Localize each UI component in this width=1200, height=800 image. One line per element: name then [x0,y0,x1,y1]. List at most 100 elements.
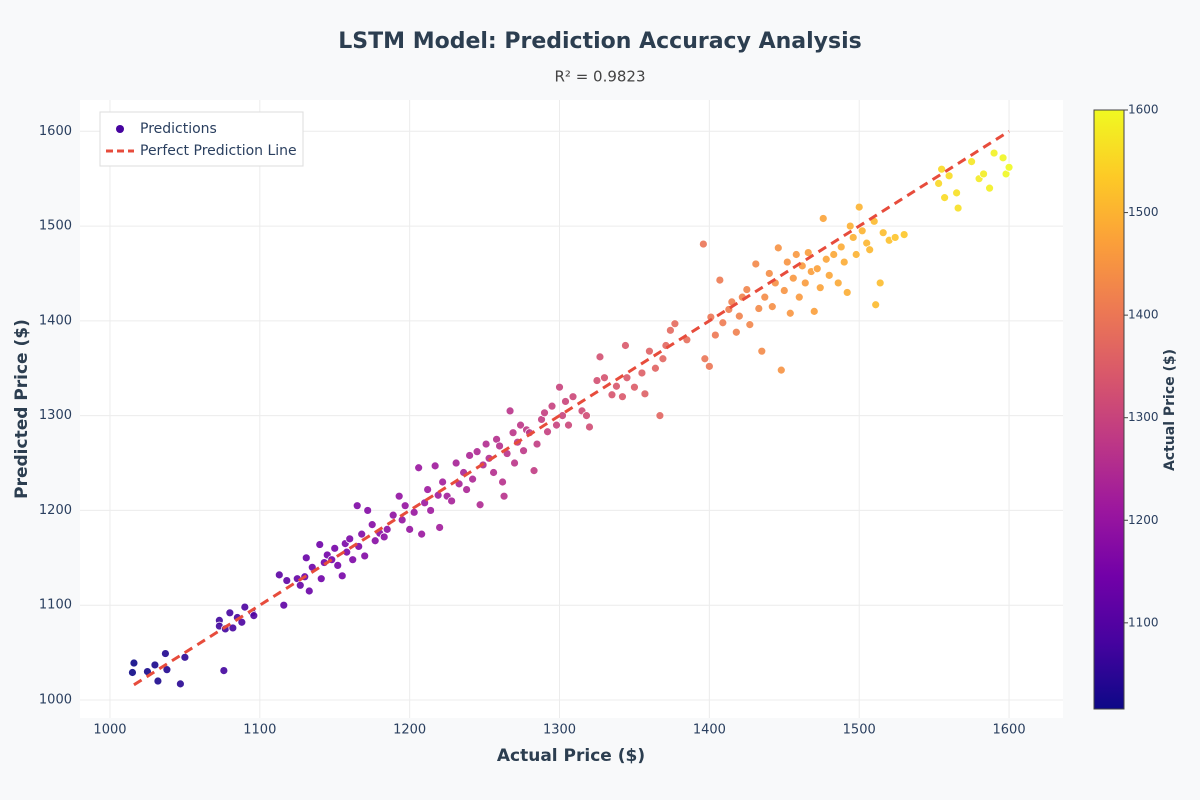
y-tick-label: 1100 [39,598,72,613]
scatter-point [462,485,472,494]
scatter-point [899,230,909,239]
scatter-point [782,257,792,267]
scatter-point [655,411,665,421]
reference-line [133,130,1010,687]
scatter-point [865,245,875,255]
scatter-point [809,306,819,316]
scatter-point [836,242,846,252]
scatter-point [791,250,801,259]
scatter-point [940,193,950,203]
scatter-point [848,233,858,242]
x-axis-title: Actual Price ($) [497,746,645,766]
scatter-point [824,270,834,280]
x-tick-label: 1500 [843,723,876,738]
x-tick-label: 1400 [693,723,726,738]
scatter-point [379,532,389,542]
scatter-point [585,422,594,432]
scatter-point [337,571,347,581]
scatter-point [745,320,755,330]
scatter-point [812,264,822,274]
scatter-point [890,233,900,242]
scatter-point [785,308,795,318]
scatter-point [153,676,163,686]
scatter-point [175,679,185,689]
scatter-point [333,560,343,570]
scatter-point [295,580,305,590]
scatter-point [833,278,843,288]
scatter-point [423,485,433,494]
legend-label: Predictions [140,121,217,137]
scatter-point [871,300,881,310]
scatter-point [495,441,504,451]
scatter-point [794,292,804,302]
y-tick-label: 1200 [39,503,72,518]
scatter-point [776,365,786,375]
scatter-point [348,555,358,565]
scatter-point [592,376,602,385]
colorbar-tick-label: 1200 [1128,513,1159,527]
scatter-point [698,239,708,249]
colorbar [1093,109,1125,710]
scatter-point [128,668,137,677]
scatter-point [967,157,976,167]
scatter-point [516,420,525,430]
scatter-point [555,382,564,392]
scatter-point [851,250,861,259]
scatter-point [547,401,557,411]
scatter-point [710,330,720,340]
scatter-point [734,311,744,321]
scatter-point [499,491,509,501]
scatter-point [435,523,445,532]
scatter-point [953,203,963,213]
scatter-point [985,183,994,193]
legend-label: Perfect Prediction Line [140,143,297,159]
scatter-point [150,660,160,670]
scatter-point [367,520,377,530]
scatter-point [875,278,885,288]
scatter-point [360,551,370,561]
scatter-point [529,466,539,476]
scatter-point [510,458,519,468]
scatter-point [618,392,627,402]
scatter-point [839,257,849,267]
scatter-point [430,461,440,471]
scatter-point [161,649,170,658]
scatter-point [715,275,725,285]
scatter-point [704,361,714,371]
scatter-point [595,352,605,362]
y-tick-label: 1300 [39,408,72,423]
scatter-point [481,439,491,449]
scatter-point [394,491,404,501]
scatter-point [498,477,507,487]
scatter-point [754,304,764,313]
scatter-point [568,392,578,402]
scatter-point [274,570,284,580]
scatter-point [249,611,259,621]
scatter-point [129,658,139,668]
scatter-point [622,373,632,383]
scatter-point [409,507,419,517]
scatter-point [815,283,825,293]
scatter-point [489,468,498,477]
y-tick-label: 1600 [39,124,72,139]
scatter-point [944,171,954,181]
scatter-point [1004,162,1014,172]
scatter-point [519,446,528,456]
chart-subtitle: R² = 0.9823 [554,68,645,86]
scatter-point [438,477,448,487]
scatter-point [630,382,639,392]
y-axis-title: Predicted Price ($) [12,319,32,499]
scatter-point [282,576,292,585]
scatter-point [397,515,407,525]
scatter-point [934,179,944,188]
scatter-point [700,354,710,364]
scatter-point [612,381,621,391]
scatter-point [433,490,443,500]
scatter-point [357,529,367,539]
scatter-point [767,302,777,312]
scatter-point [665,325,675,335]
scatter-point [989,148,999,158]
scatter-point [751,259,761,269]
scatter-point [998,153,1008,163]
